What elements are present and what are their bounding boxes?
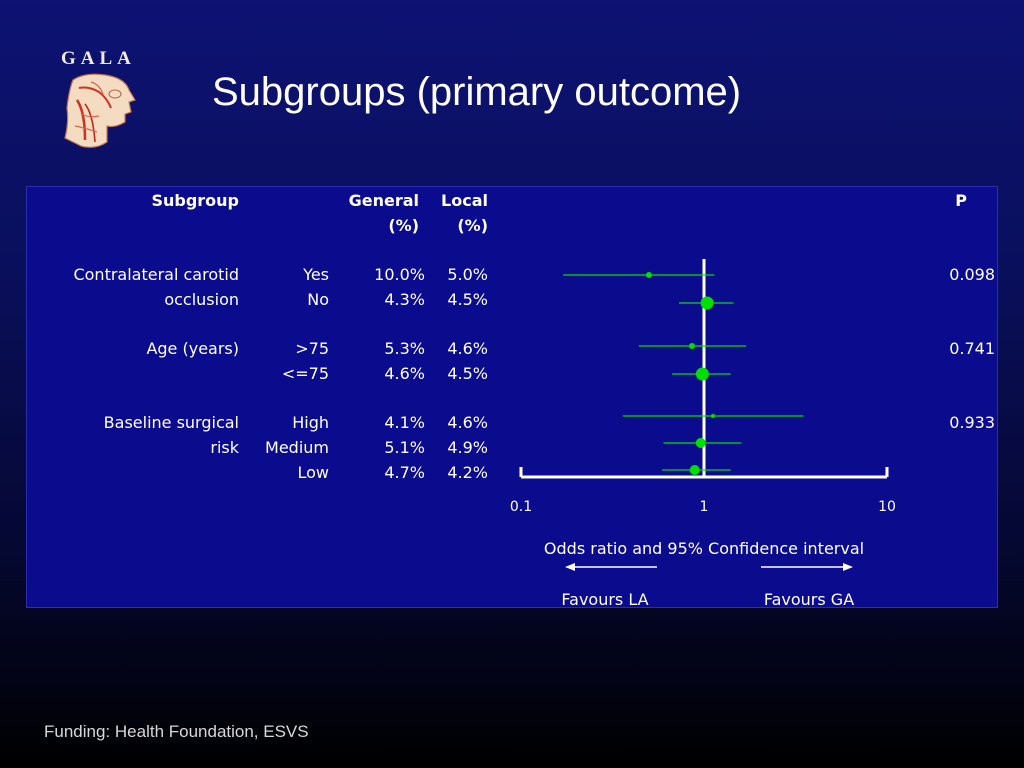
direction-label-right: Favours GA — [764, 590, 854, 607]
point-estimate — [700, 296, 714, 310]
row-general: 4.3% — [384, 290, 425, 309]
point-estimate — [695, 438, 706, 448]
point-estimate — [689, 343, 696, 349]
point-estimate — [645, 272, 652, 278]
row-local: 4.5% — [447, 290, 488, 309]
row-level: No — [307, 290, 329, 309]
row-local: 5.0% — [447, 265, 488, 284]
subgroup-table-panel: Subgroup General (%) Local (%) P Contral… — [26, 186, 998, 608]
x-tick-label: 0.1 — [510, 499, 532, 515]
point-estimate — [711, 414, 716, 418]
direction-label-left: Favours LA — [561, 590, 648, 607]
x-tick-label: 10 — [878, 499, 896, 515]
row-general: 5.3% — [384, 339, 425, 358]
row-general: 4.6% — [384, 364, 425, 383]
row-general: 10.0% — [374, 265, 425, 284]
row-local: 4.5% — [447, 364, 488, 383]
row-level: Yes — [303, 265, 329, 284]
header-p: P — [955, 191, 967, 210]
row-level: High — [292, 413, 329, 432]
point-estimate — [695, 367, 709, 381]
row-level: >75 — [295, 339, 329, 358]
logo-wordmark: GALA — [61, 48, 136, 69]
page-title: Subgroups (primary outcome) — [212, 70, 742, 114]
row-local: 4.2% — [447, 463, 488, 482]
group-name: Baseline surgical — [103, 413, 239, 432]
row-local: 4.9% — [447, 438, 488, 457]
group-name: Contralateral carotid — [73, 265, 239, 284]
header-local: Local — [441, 191, 488, 210]
x-axis-label: Odds ratio and 95% Confidence interval — [544, 539, 864, 558]
gala-logo: GALA — [55, 42, 145, 154]
header-general: General — [348, 191, 419, 210]
row-level: Medium — [265, 438, 329, 457]
row-local: 4.6% — [447, 413, 488, 432]
row-local: 4.6% — [447, 339, 488, 358]
group-name-cont: risk — [210, 438, 239, 457]
header-general-unit: (%) — [388, 216, 419, 235]
group-name-cont: occlusion — [164, 290, 239, 309]
p-value: 0.741 — [949, 339, 995, 358]
p-value: 0.098 — [949, 265, 995, 284]
point-estimate — [689, 465, 700, 475]
header-local-unit: (%) — [457, 216, 488, 235]
group-name: Age (years) — [146, 339, 239, 358]
row-general: 5.1% — [384, 438, 425, 457]
row-level: Low — [297, 463, 329, 482]
x-tick-label: 1 — [700, 499, 709, 515]
p-value: 0.933 — [949, 413, 995, 432]
arrow-right-head — [843, 563, 853, 571]
forest-plot: 0.1 1 10 Odds ratio and 95% Confidence inte… — [510, 259, 896, 607]
row-level: <=75 — [281, 364, 329, 383]
footer-funding: Funding: Health Foundation, ESVS — [44, 722, 309, 741]
row-general: 4.1% — [384, 413, 425, 432]
header-subgroup: Subgroup — [151, 191, 239, 210]
row-general: 4.7% — [384, 463, 425, 482]
arrow-left-head — [565, 563, 575, 571]
